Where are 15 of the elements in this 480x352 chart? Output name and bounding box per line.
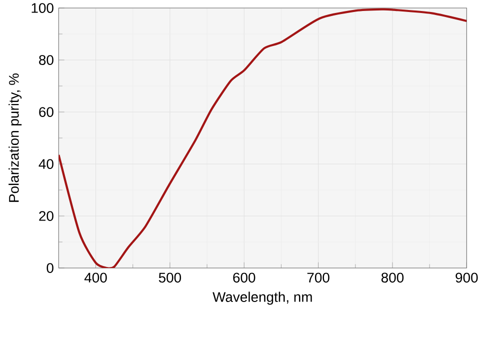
y-tick-label: 0 (46, 263, 54, 273)
y-axis-title: Polarization purity, % (8, 74, 22, 202)
y-tick-label: 80 (39, 55, 54, 65)
x-tick-label: 900 (456, 272, 478, 283)
line-series (58, 8, 467, 268)
x-tick-label: 700 (307, 272, 330, 283)
x-tick-label: 500 (158, 272, 182, 283)
x-axis-title: Wavelength, nm (212, 292, 312, 305)
y-tick-label: 40 (38, 159, 54, 169)
y-tick-label: 20 (39, 211, 54, 221)
y-tick-label: 60 (39, 107, 54, 117)
x-tick-label: 800 (381, 272, 404, 283)
y-tick-label: 100 (32, 3, 54, 13)
x-tick-label: 600 (233, 272, 256, 283)
x-tick-label: 400 (84, 272, 107, 283)
